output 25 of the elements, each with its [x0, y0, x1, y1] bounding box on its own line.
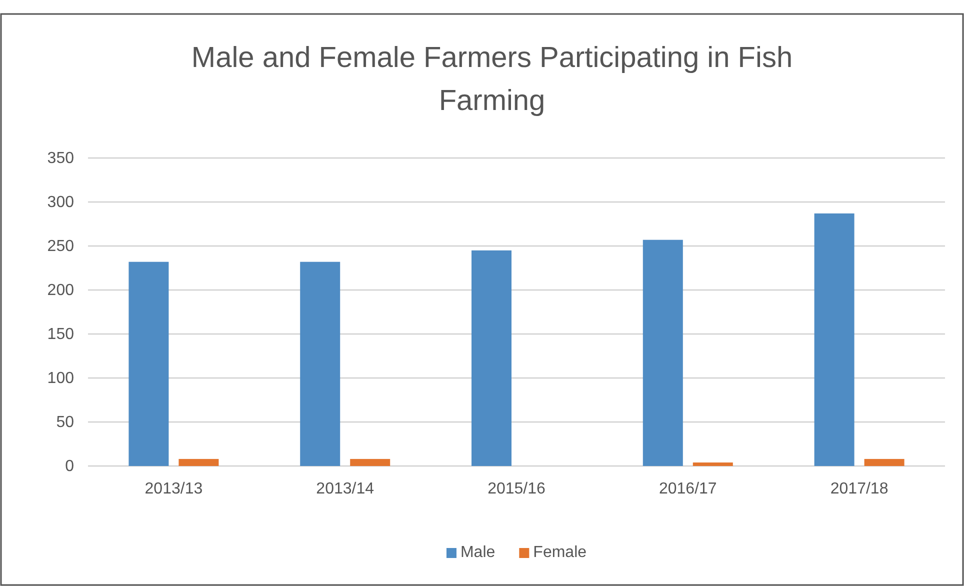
bar: [128, 262, 169, 466]
bar: [472, 250, 512, 466]
x-tick-label: 2013/14: [316, 480, 374, 498]
chart-title: Male and Female Farmers Participating in Fish Farming: [191, 42, 793, 117]
y-tick-label: 200: [47, 282, 74, 300]
bar: [692, 462, 733, 466]
bar: [864, 458, 904, 466]
y-tick-label: 150: [47, 326, 74, 344]
y-tick-label: 250: [47, 238, 74, 256]
bar: [642, 240, 683, 466]
legend-label: Male: [460, 544, 496, 561]
x-tick-label: 2016/17: [658, 480, 717, 498]
legend-label: Female: [533, 544, 587, 561]
y-tick-label: 100: [47, 370, 74, 388]
y-tick-label: 0: [65, 458, 74, 476]
bar: [350, 458, 390, 466]
x-tick-label: 2015/16: [488, 480, 546, 498]
x-tick-label: 2017/18: [830, 480, 888, 498]
y-tick-label: 50: [56, 414, 74, 432]
y-tick-label: 300: [47, 194, 74, 212]
bar: [300, 262, 340, 466]
x-tick-label: 2013/13: [144, 480, 203, 498]
bar: [178, 458, 219, 466]
bar: [814, 213, 854, 466]
y-tick-label: 350: [47, 150, 74, 168]
